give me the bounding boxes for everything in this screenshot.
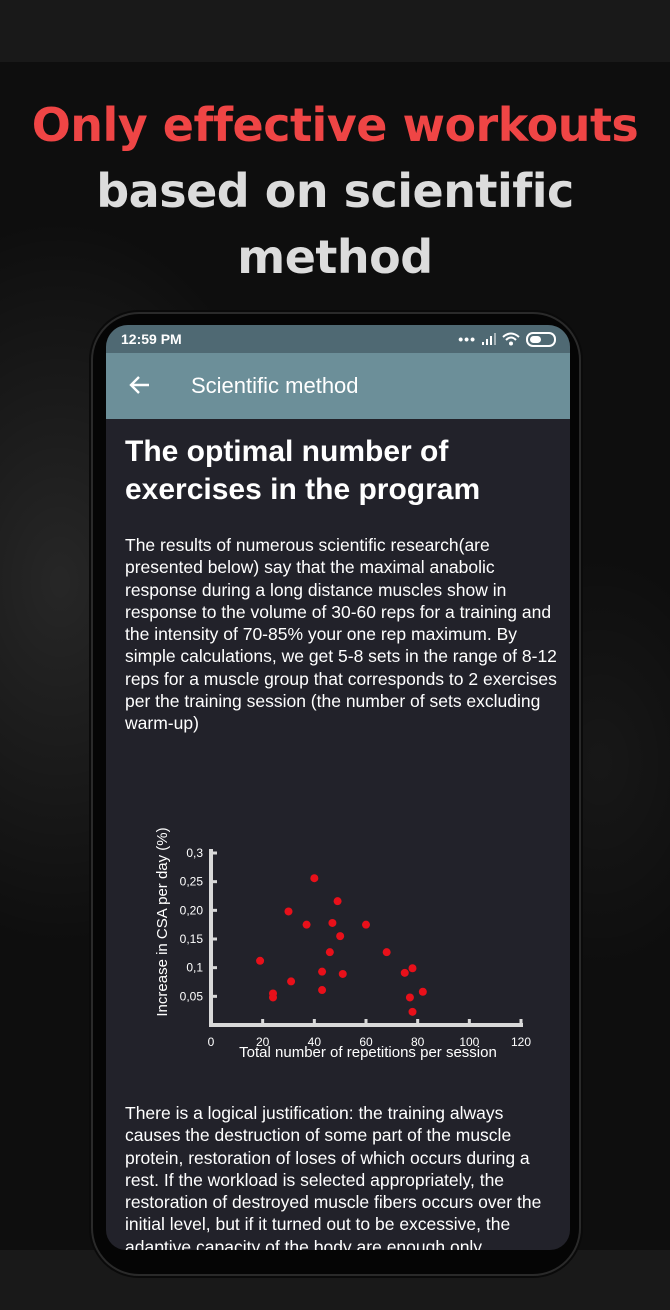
data-point [302,920,311,929]
y-tick-label: 0,05 [180,989,204,1003]
x-tick-label: 80 [411,1035,425,1049]
data-point [256,956,265,965]
data-point [418,987,427,996]
chart-svg: 0 20 40 60 80 100 120 0,05 0,1 0,15 0,20 0,25 0,3 To… [154,827,532,1061]
top-band [0,0,670,62]
chart-axes [209,849,523,1027]
x-tick-label: 120 [511,1035,531,1049]
chart-ticks: 0 20 40 60 80 100 120 0,05 0,1 0,15 0,20 0,25 0,3 [180,846,532,1049]
chart-points [256,874,427,1016]
status-icons: ••• [458,330,556,348]
promo-headline: Only effective workouts based on scienti… [0,92,670,290]
y-tick-label: 0,25 [180,875,204,889]
x-axis-label: Total number of repetitions per session [239,1044,497,1061]
arrow-back-icon[interactable] [124,369,156,401]
app-bar-title: Scientific method [191,373,359,398]
y-axis-label: Increase in CSA per day (%) [154,827,171,1016]
data-point [318,986,327,995]
data-point [269,993,277,1002]
y-tick-label: 0,15 [180,932,204,946]
headline-line-accent: Only effective workouts [31,98,639,152]
data-point [284,907,293,916]
data-point [325,948,334,957]
x-tick-label: 20 [256,1035,270,1049]
status-bar: 12:59 PM ••• [106,325,570,353]
data-point [336,932,345,941]
x-tick-label: 0 [208,1035,215,1049]
data-point [408,1007,417,1016]
data-point [408,964,417,973]
y-tick-label: 0,20 [180,903,204,917]
data-point [310,874,319,883]
article-paragraph-1: The results of numerous scientific resea… [125,535,557,734]
data-point [333,897,342,906]
data-point [405,993,414,1002]
data-point [328,918,337,927]
phone-screen: 12:59 PM ••• Scientific method [106,325,570,1250]
more-dots-icon: ••• [458,331,476,347]
x-tick-label: 60 [359,1035,373,1049]
data-point [287,977,296,986]
data-point [318,967,327,976]
y-tick-label: 0,3 [186,846,203,860]
article-heading: The optimal number of exercises in the p… [125,435,481,506]
battery-icon [526,331,556,347]
scatter-chart: 0 20 40 60 80 100 120 0,05 0,1 0,15 0,20 0,25 0,3 To… [136,777,556,1067]
app-bar: Scientific method [106,353,570,419]
x-tick-label: 100 [459,1035,479,1049]
y-tick-label: 0,1 [186,961,203,975]
data-point [338,969,347,978]
headline-line-3: method [237,230,433,284]
data-point [400,968,409,977]
status-time: 12:59 PM [121,331,182,347]
x-tick-label: 40 [308,1035,322,1049]
data-point [382,948,391,957]
wifi-icon [502,332,520,346]
data-point [362,920,370,929]
article-paragraph-2: There is a logical justification: the tr… [125,1103,542,1250]
signal-icon [482,333,496,345]
headline-line-2: based on scientific [96,164,574,218]
